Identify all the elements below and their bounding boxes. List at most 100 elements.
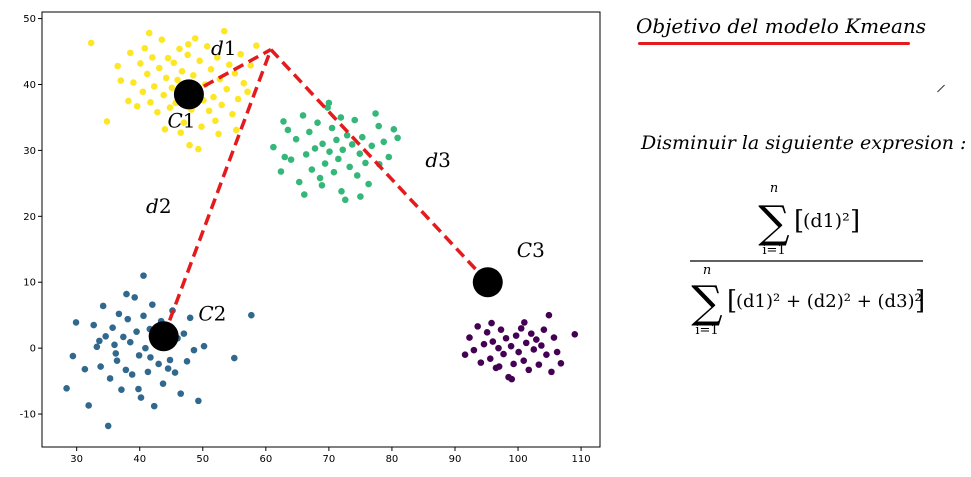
blue-point	[200, 342, 208, 350]
green-point	[333, 136, 340, 144]
green-point	[358, 133, 366, 141]
purple-point	[497, 326, 505, 333]
blue-point	[183, 358, 191, 365]
green-point	[346, 163, 353, 171]
y-tick-label: 10	[23, 278, 36, 289]
yellow-point	[180, 119, 188, 127]
blue-point	[180, 330, 188, 337]
yellow-point	[145, 29, 153, 37]
purple-point	[571, 330, 579, 338]
y-tick-label: 30	[23, 146, 36, 157]
yellow-point	[147, 98, 154, 106]
purple-point	[553, 348, 561, 356]
den-sigma-icon: ∑	[691, 277, 722, 328]
x-tick-label: 100	[508, 454, 527, 465]
green-point	[295, 178, 303, 186]
x-tick-label: 30	[70, 454, 83, 465]
purple-point	[525, 366, 533, 374]
purple-point	[522, 339, 530, 347]
purple-point	[495, 344, 502, 352]
green-point	[321, 160, 329, 167]
x-tick-label: 60	[259, 454, 272, 465]
distance-line	[162, 48, 273, 337]
yellow-point	[155, 64, 163, 72]
page-title: Objetivo del modelo Kmeans	[636, 14, 927, 38]
purple-point	[461, 351, 469, 359]
scatter-chart: 30 40 50 60 70 80 90 100 110 -10 0 10 20 30 40 50 d1 d2 d…	[20, 11, 601, 465]
green-point	[343, 131, 351, 139]
distance-line	[269, 48, 490, 284]
purple-point	[550, 334, 558, 341]
green-point	[292, 135, 300, 143]
purple-point	[507, 342, 515, 350]
green-point	[311, 145, 319, 152]
purple-point	[530, 346, 538, 353]
purple-point	[495, 363, 503, 370]
purple-point	[545, 311, 553, 319]
green-point	[328, 124, 336, 132]
yellow-point	[212, 117, 219, 125]
purple-point	[548, 368, 555, 376]
blue-point	[113, 357, 121, 364]
green-point	[270, 143, 277, 151]
purple-point	[486, 355, 494, 362]
blue-point	[97, 363, 104, 370]
yellow-point	[133, 102, 141, 110]
title-underline	[638, 42, 910, 45]
blue-point	[90, 321, 98, 329]
yellow-point	[247, 62, 254, 69]
purple-point	[483, 329, 491, 336]
green-point	[287, 156, 295, 163]
blue-point	[118, 386, 125, 393]
blue-point	[122, 366, 130, 374]
yellow-point	[229, 110, 236, 118]
blue-point	[150, 402, 158, 410]
yellow-point	[114, 62, 121, 70]
blue-point	[69, 352, 77, 360]
purple-point	[502, 334, 510, 342]
yellow-point	[150, 83, 158, 90]
purple-point	[489, 338, 497, 345]
yellow-point	[184, 40, 192, 48]
green-point	[281, 153, 289, 161]
green-point	[368, 142, 376, 150]
blue-point	[231, 354, 238, 362]
denominator: (d1)² + (d2)² + (d3)²	[736, 291, 922, 312]
num-bracket-right: ]	[850, 206, 860, 236]
green-point	[284, 126, 292, 134]
blue-point	[104, 422, 112, 430]
blue-point	[140, 272, 147, 279]
yellow-point	[174, 76, 181, 84]
blue-point	[177, 390, 185, 397]
num-sum-upper: n	[770, 181, 778, 196]
blue-point	[142, 344, 149, 352]
purple-point	[508, 375, 516, 383]
blue-point	[120, 333, 127, 341]
green-point	[394, 134, 401, 142]
yellow-point	[215, 130, 222, 138]
num-sum-lower: i=1	[762, 243, 785, 258]
blue-point	[115, 310, 123, 318]
yellow-point	[149, 54, 156, 61]
blue-point	[111, 341, 118, 349]
blue-point	[144, 368, 152, 376]
yellow-point	[231, 69, 239, 77]
green-point	[390, 126, 398, 133]
blue-point	[102, 332, 109, 340]
yellow-point	[137, 60, 144, 67]
green-point	[318, 182, 326, 189]
yellow-point	[87, 39, 95, 47]
yellow-point	[190, 71, 197, 79]
green-point	[314, 119, 321, 127]
blue-point	[147, 354, 154, 361]
blue-point	[63, 385, 70, 392]
x-tick-label: 40	[133, 454, 146, 465]
x-tick-label: 70	[323, 454, 336, 465]
annotations: d1 d2 d3 C1 C2 C3	[146, 36, 545, 326]
green-point	[362, 159, 369, 167]
green-point	[325, 99, 333, 107]
yellow-point	[177, 129, 185, 136]
purple-point	[477, 359, 485, 366]
green-point	[308, 166, 316, 173]
yellow-point	[213, 54, 221, 61]
